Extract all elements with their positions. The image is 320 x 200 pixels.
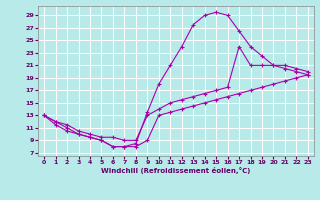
X-axis label: Windchill (Refroidissement éolien,°C): Windchill (Refroidissement éolien,°C) [101,167,251,174]
